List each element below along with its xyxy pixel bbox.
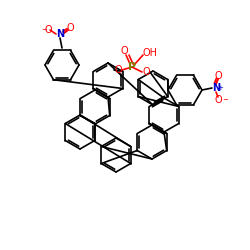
Text: −: − xyxy=(222,97,228,103)
Text: O: O xyxy=(44,25,52,35)
Text: +: + xyxy=(217,85,223,91)
Text: N: N xyxy=(212,83,220,93)
Text: O: O xyxy=(214,95,222,105)
Text: −: − xyxy=(41,27,47,33)
Text: P: P xyxy=(128,62,136,72)
Text: O: O xyxy=(66,23,74,33)
Text: O: O xyxy=(114,65,122,75)
Text: N: N xyxy=(56,29,64,39)
Text: O: O xyxy=(214,71,222,81)
Text: O: O xyxy=(120,46,128,56)
Text: O: O xyxy=(142,67,150,77)
Text: OH: OH xyxy=(142,48,158,58)
